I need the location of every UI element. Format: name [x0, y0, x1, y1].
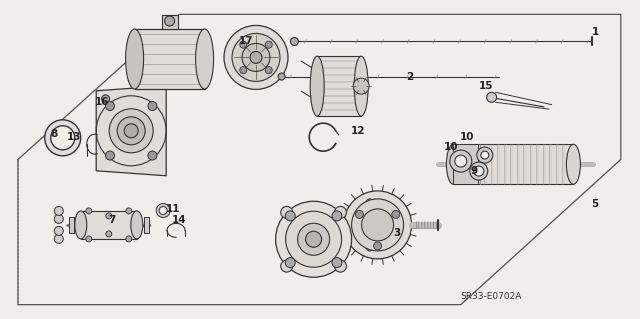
Circle shape	[148, 151, 157, 160]
Polygon shape	[69, 217, 74, 233]
Circle shape	[332, 257, 342, 268]
Ellipse shape	[75, 211, 87, 239]
Circle shape	[351, 199, 404, 251]
Circle shape	[117, 117, 145, 145]
Circle shape	[278, 73, 285, 80]
Circle shape	[106, 151, 115, 160]
Circle shape	[148, 101, 157, 111]
Circle shape	[224, 26, 288, 89]
Circle shape	[392, 211, 400, 219]
Circle shape	[450, 150, 472, 172]
Text: 15: 15	[479, 81, 493, 91]
Circle shape	[291, 37, 298, 46]
Circle shape	[159, 206, 167, 215]
Circle shape	[298, 223, 330, 255]
Circle shape	[335, 206, 346, 219]
Circle shape	[285, 257, 295, 268]
Circle shape	[486, 92, 497, 102]
Polygon shape	[317, 56, 361, 116]
Circle shape	[54, 234, 63, 243]
Text: 9: 9	[470, 166, 477, 176]
Polygon shape	[453, 144, 573, 184]
Circle shape	[126, 208, 132, 214]
Circle shape	[332, 211, 342, 221]
Text: 10: 10	[460, 132, 474, 142]
Circle shape	[306, 231, 322, 247]
Text: 8: 8	[51, 129, 58, 139]
Circle shape	[335, 260, 346, 272]
Circle shape	[281, 206, 292, 219]
Polygon shape	[453, 144, 479, 184]
Circle shape	[242, 43, 270, 71]
Ellipse shape	[362, 199, 378, 251]
Polygon shape	[134, 29, 205, 89]
Circle shape	[164, 16, 175, 26]
Polygon shape	[96, 86, 166, 176]
Circle shape	[240, 41, 247, 48]
Text: 16: 16	[95, 97, 109, 107]
Circle shape	[106, 231, 112, 237]
Circle shape	[276, 201, 351, 277]
Ellipse shape	[196, 29, 214, 89]
Circle shape	[54, 206, 63, 215]
Circle shape	[51, 126, 75, 150]
Circle shape	[265, 41, 272, 48]
Circle shape	[86, 236, 92, 242]
Circle shape	[240, 67, 247, 74]
Text: 13: 13	[67, 132, 81, 142]
Circle shape	[455, 155, 467, 167]
Circle shape	[481, 151, 489, 159]
Circle shape	[355, 211, 364, 219]
Circle shape	[374, 242, 381, 250]
Circle shape	[156, 204, 170, 218]
Text: SR33-E0702A: SR33-E0702A	[461, 293, 522, 301]
Circle shape	[265, 67, 272, 74]
Circle shape	[106, 101, 115, 111]
Text: 5: 5	[591, 199, 599, 209]
Ellipse shape	[354, 56, 368, 116]
Circle shape	[477, 147, 493, 163]
Circle shape	[54, 214, 63, 223]
Circle shape	[86, 208, 92, 214]
Ellipse shape	[131, 211, 143, 239]
Text: 3: 3	[393, 228, 401, 238]
Text: 12: 12	[351, 126, 365, 136]
Circle shape	[470, 162, 488, 180]
Circle shape	[353, 78, 369, 94]
Circle shape	[54, 226, 63, 235]
Circle shape	[126, 236, 132, 242]
Polygon shape	[144, 217, 149, 233]
Circle shape	[285, 211, 342, 267]
Circle shape	[106, 213, 112, 219]
Circle shape	[285, 211, 295, 221]
Ellipse shape	[310, 56, 324, 116]
Circle shape	[344, 191, 412, 259]
Text: 14: 14	[172, 215, 186, 225]
Text: 1: 1	[591, 27, 599, 37]
Circle shape	[281, 260, 292, 272]
Polygon shape	[162, 15, 178, 29]
Circle shape	[124, 124, 138, 138]
Circle shape	[250, 51, 262, 63]
Text: 7: 7	[108, 215, 116, 225]
Text: 10: 10	[444, 142, 458, 152]
Text: 2: 2	[406, 71, 413, 82]
Text: 11: 11	[166, 204, 180, 214]
Ellipse shape	[125, 29, 143, 89]
Text: 17: 17	[239, 36, 253, 47]
Circle shape	[45, 120, 81, 156]
Circle shape	[102, 95, 109, 103]
Circle shape	[474, 166, 484, 176]
Circle shape	[109, 109, 153, 153]
Polygon shape	[81, 211, 137, 239]
Ellipse shape	[447, 144, 460, 184]
Circle shape	[362, 209, 394, 241]
Ellipse shape	[566, 144, 580, 184]
Circle shape	[232, 33, 280, 81]
